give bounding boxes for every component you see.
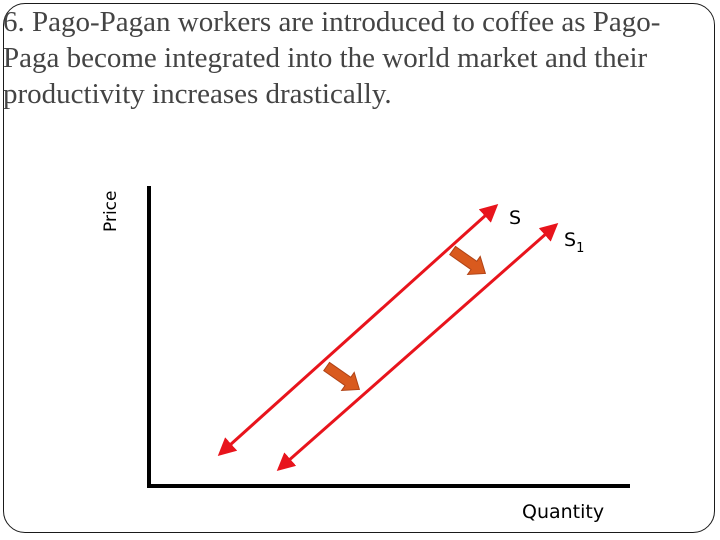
supply-curve-s1-label-subscript: 1 [576, 241, 584, 256]
y-axis-label: Price [101, 191, 121, 232]
supply-curve-s-label-text: S [509, 207, 521, 229]
supply-curve-s1-label: S1 [564, 229, 584, 256]
supply-curve-s [217, 203, 499, 457]
supply-curve-s1-label-text: S [564, 229, 576, 251]
shift-arrow-lower [323, 361, 361, 392]
x-axis-label: Quantity [522, 501, 604, 523]
slide-frame [3, 3, 715, 533]
supply-curve-s-label: S [509, 207, 521, 229]
shift-arrow-upper [449, 245, 487, 276]
slide-title: 6. Pago-Pagan workers are introduced to … [3, 6, 661, 110]
supply-curve-s1 [276, 223, 559, 471]
